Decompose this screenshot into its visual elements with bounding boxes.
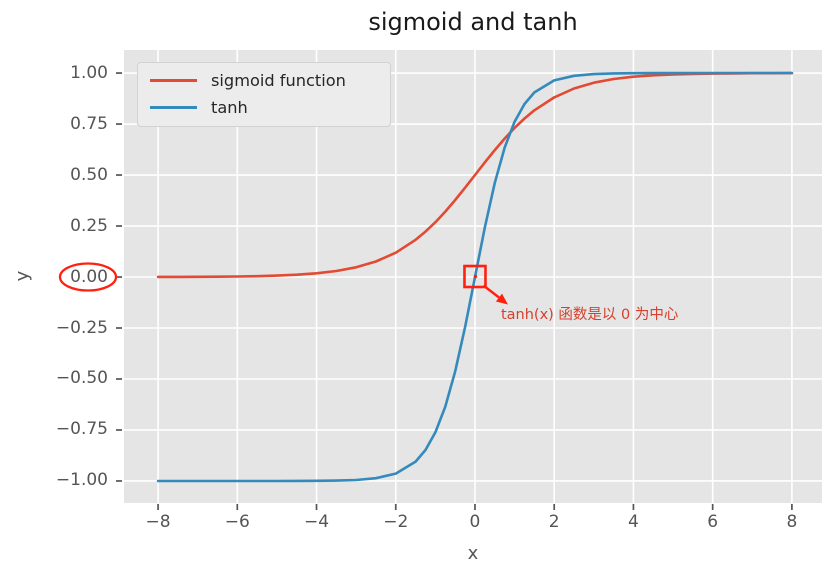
legend-label-sigmoid: sigmoid function — [211, 71, 346, 90]
x-tick-label: 2 — [548, 512, 560, 532]
y-tick-label: −0.75 — [55, 419, 108, 440]
x-tick-label: −2 — [383, 512, 409, 532]
y-tick-label: 1.00 — [70, 62, 108, 83]
y-tick-label: 0.50 — [70, 164, 108, 185]
y-tick-label: 0.25 — [70, 215, 108, 236]
y-tick-label: −0.50 — [55, 368, 108, 389]
circled-tick-ellipse — [58, 262, 118, 292]
x-tick-label: 8 — [786, 512, 798, 532]
legend-line-tanh-icon — [150, 105, 197, 110]
legend: sigmoid function tanh — [137, 62, 391, 127]
x-tick-label: −4 — [303, 512, 330, 532]
y-tick-label: −0.25 — [55, 317, 108, 338]
x-tick-label: 6 — [707, 512, 719, 532]
x-tick-label: 4 — [628, 512, 639, 532]
y-axis-label: y — [12, 270, 33, 282]
annotation-box — [463, 264, 487, 289]
legend-item-tanh: tanh — [138, 94, 390, 121]
legend-item-sigmoid: sigmoid function — [138, 67, 390, 94]
annotation-text: tanh(x) 函数是以 0 为中心 — [500, 307, 679, 323]
annotation-point — [473, 274, 478, 279]
legend-label-tanh: tanh — [211, 98, 248, 117]
y-tick-label: −1.00 — [55, 470, 108, 491]
legend-line-sigmoid-icon — [150, 78, 197, 83]
sigmoid-curve — [156, 71, 794, 279]
y-tick-label: 0.00 — [70, 266, 108, 287]
annotation-arrowhead — [495, 293, 508, 305]
x-tick-label: −6 — [224, 512, 250, 532]
x-axis-label: x — [467, 543, 479, 564]
y-tick-label: 0.75 — [70, 113, 108, 134]
annotation-arrow — [482, 284, 500, 299]
x-tick-label: −8 — [145, 512, 171, 532]
chart-title: sigmoid and tanh — [368, 8, 578, 36]
x-tick-label: 0 — [469, 512, 481, 532]
